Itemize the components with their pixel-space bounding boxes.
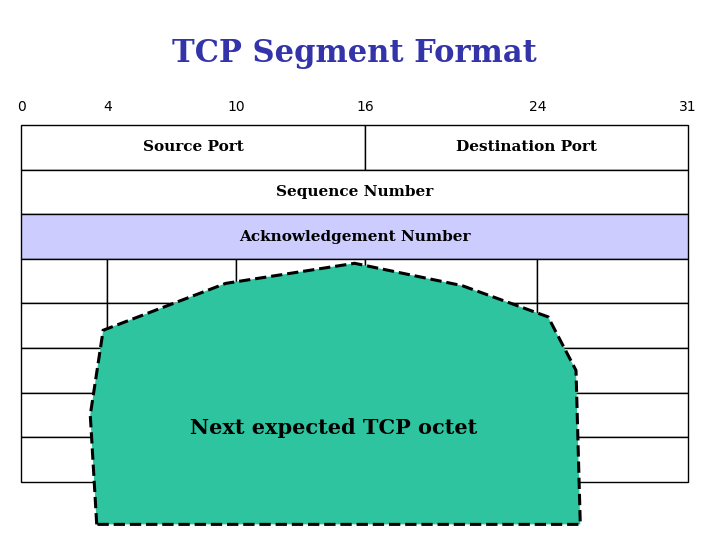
Bar [22, 125, 365, 170]
Bar [365, 437, 537, 482]
Text: 0: 0 [17, 100, 26, 114]
Text: Source Port: Source Port [143, 140, 244, 154]
Bar [107, 437, 236, 482]
Bar [22, 393, 107, 437]
Text: 4: 4 [103, 100, 112, 114]
Text: Next expected TCP octet: Next expected TCP octet [189, 418, 477, 438]
Bar [365, 125, 688, 170]
Bar [22, 214, 688, 259]
Text: Destination Port: Destination Port [456, 140, 597, 154]
Bar [22, 259, 107, 303]
Bar [22, 348, 107, 393]
Bar [236, 437, 365, 482]
Bar [107, 393, 236, 437]
Bar [107, 303, 236, 348]
Bar [236, 259, 365, 303]
Text: 31: 31 [679, 100, 696, 114]
Bar [236, 348, 365, 393]
Text: Acknowledgement Number: Acknowledgement Number [239, 230, 470, 244]
Bar [365, 259, 537, 303]
Bar [22, 303, 107, 348]
Bar [22, 437, 107, 482]
Text: 16: 16 [356, 100, 374, 114]
Bar [22, 170, 688, 214]
Bar [365, 303, 537, 348]
Bar [537, 348, 688, 393]
Bar [537, 393, 688, 437]
Bar [537, 303, 688, 348]
Text: TCP Segment Format: TCP Segment Format [172, 38, 537, 69]
Text: 10: 10 [228, 100, 246, 114]
Bar [365, 348, 537, 393]
Text: 24: 24 [528, 100, 546, 114]
Bar [236, 393, 365, 437]
Bar [365, 393, 537, 437]
Bar [107, 259, 236, 303]
Bar [107, 348, 236, 393]
Bar [537, 437, 688, 482]
Bar [236, 303, 365, 348]
Text: Sequence Number: Sequence Number [276, 185, 433, 199]
Bar [537, 259, 688, 303]
Polygon shape [90, 264, 580, 524]
